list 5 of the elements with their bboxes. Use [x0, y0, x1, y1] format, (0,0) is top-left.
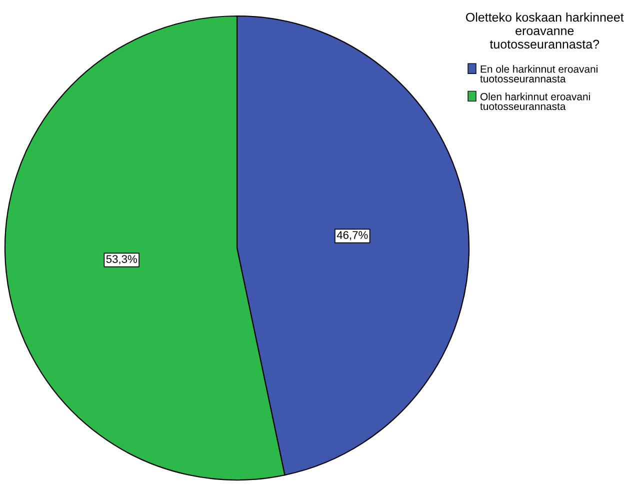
legend-title: Oletteko koskaan harkinneet eroavanne tuotosseurannasta? [466, 12, 624, 49]
data-label: 46,7% [336, 231, 368, 240]
legend-label: En ole harkinnut eroavani tuotosseurannasta [480, 65, 598, 82]
data-label: 53,3% [106, 255, 137, 264]
legend-label: Olen harkinnut eroavani tuotosseurannasta [480, 92, 590, 110]
